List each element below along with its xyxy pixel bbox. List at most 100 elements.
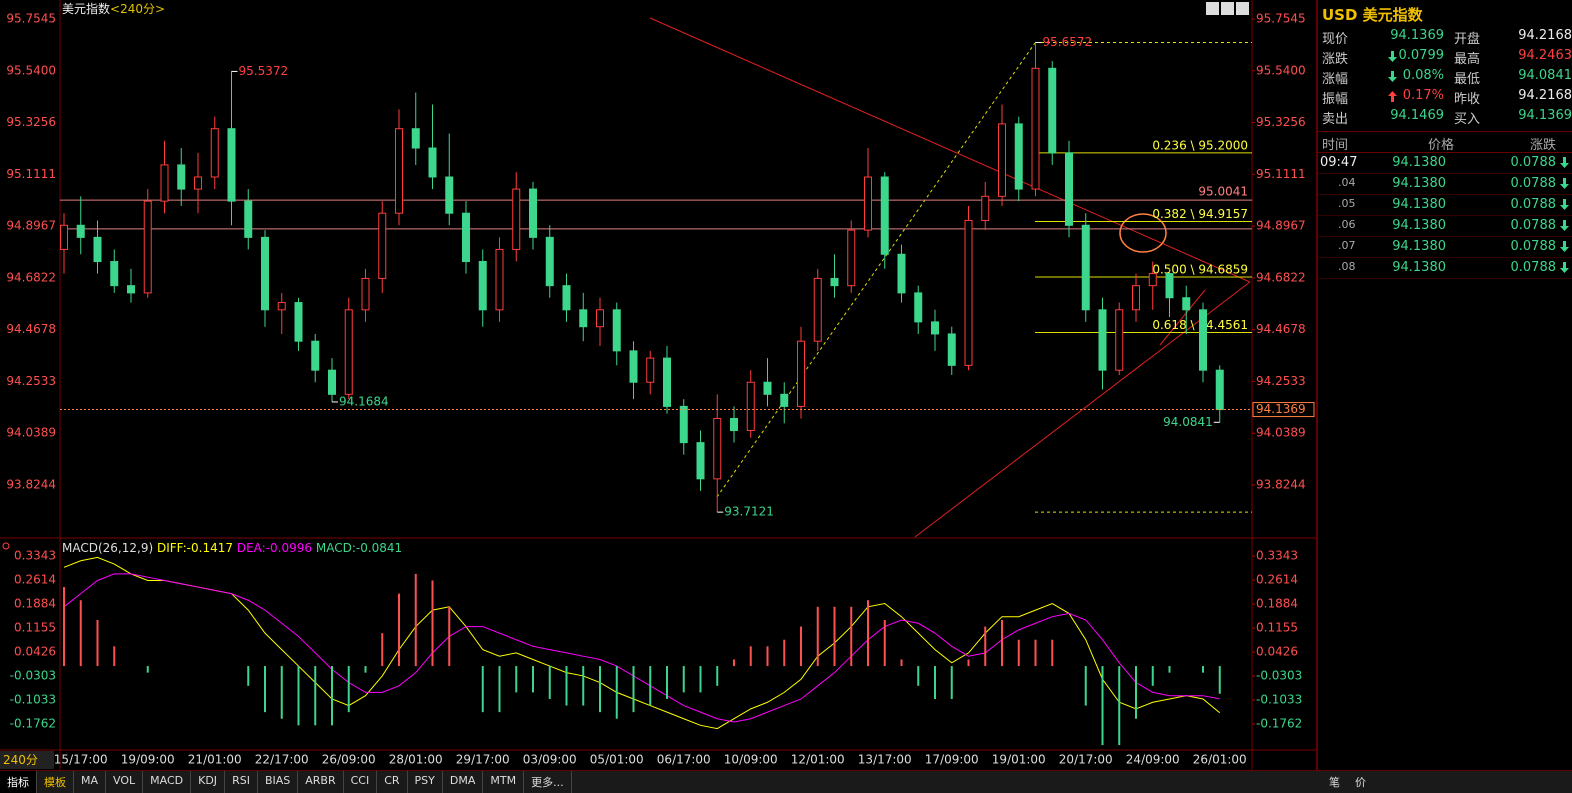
- tick-price: 94.1380: [1392, 197, 1446, 212]
- tick-row: .06 94.1380 0.0788: [1318, 216, 1572, 237]
- indicator-tab[interactable]: ARBR: [298, 771, 344, 793]
- tick-change: 0.0788: [1510, 260, 1557, 275]
- highlight-circle: [1119, 213, 1167, 253]
- y-tick-label: 0.0426: [1256, 645, 1298, 659]
- title: 美元指数: [62, 1, 110, 16]
- quote-row: 现价 94.1369 开盘 94.2168: [1318, 28, 1572, 48]
- candle-body: [1115, 309, 1124, 371]
- quote-value: 94.1369: [1518, 108, 1572, 123]
- macd-line: [63, 556, 1221, 730]
- indicator-tab[interactable]: 模板: [37, 771, 74, 793]
- tick-row: 09:47 94.1380 0.0788: [1318, 153, 1572, 174]
- y-tick-label: 0.1884: [1256, 597, 1298, 611]
- arrow-icon: [1388, 51, 1397, 62]
- candle-body: [797, 340, 805, 407]
- extreme-label: 95.5372: [239, 64, 289, 78]
- candle-body: [763, 381, 772, 395]
- tick-price: 94.1380: [1392, 155, 1446, 170]
- y-tick-label: -0.1762: [1256, 717, 1302, 731]
- indicator-tab[interactable]: KDJ: [191, 771, 226, 793]
- candle-body: [1165, 273, 1174, 299]
- candle-body: [143, 200, 152, 294]
- candle-body: [177, 164, 186, 190]
- panel-tab[interactable]: 价: [1355, 776, 1366, 789]
- tick-header: 时间 价格 涨跌: [1318, 131, 1572, 153]
- y-tick-label: 93.8244: [1256, 478, 1306, 492]
- candle-body: [361, 277, 370, 311]
- tick-change: 0.0788: [1510, 176, 1557, 191]
- candle-body: [1182, 297, 1191, 311]
- y-tick-label: 0.2614: [1256, 573, 1298, 587]
- candle-body: [964, 219, 973, 366]
- indicator-tab[interactable]: BIAS: [258, 771, 299, 793]
- candle-body: [780, 393, 789, 407]
- quote-label: 昨收: [1454, 92, 1481, 107]
- indicator-tab[interactable]: RSI: [225, 771, 258, 793]
- indicator-tab[interactable]: MACD: [143, 771, 192, 793]
- x-tick-label: 06/17:00: [657, 753, 711, 767]
- fib-label: 0.500 \ 94.6859: [1152, 262, 1248, 276]
- indicator-tab[interactable]: 指标: [0, 771, 37, 793]
- y-tick-label: 95.3256: [1256, 115, 1306, 129]
- y-tick-label: 94.8967: [6, 219, 56, 233]
- y-tick-label: 0.1155: [14, 621, 56, 635]
- y-tick-label: 95.7545: [1256, 11, 1306, 25]
- x-tick-label: 19/09:00: [121, 753, 175, 767]
- candle-body: [646, 357, 655, 383]
- y-tick-label: 94.2533: [1256, 374, 1306, 388]
- candle-body: [914, 292, 923, 323]
- candle-body: [1065, 152, 1073, 226]
- legend-text: -0.0996: [266, 541, 312, 555]
- candle-body: [1031, 67, 1040, 190]
- quote-label: 涨跌: [1322, 52, 1349, 67]
- indicator-tab[interactable]: 更多...: [524, 771, 572, 793]
- indicator-tab[interactable]: PSY: [408, 771, 443, 793]
- x-tick-label: 17/09:00: [925, 753, 979, 767]
- x-tick-label: 03/09:00: [523, 753, 577, 767]
- arrow: [1560, 220, 1569, 235]
- candle-body: [746, 381, 755, 432]
- tick-price: 94.1380: [1392, 260, 1446, 275]
- x-tick-label: 19/01:00: [992, 753, 1046, 767]
- quote-value: 94.1369: [1390, 28, 1444, 43]
- y-tick-label: 95.1111: [6, 167, 56, 181]
- indicator-tab[interactable]: MA: [74, 771, 107, 793]
- candle-body: [1132, 285, 1140, 311]
- panel-tab[interactable]: 笔: [1329, 776, 1340, 789]
- arrow: [1560, 178, 1569, 193]
- fib-trend: [716, 42, 1036, 498]
- indicator-tab[interactable]: DMA: [443, 771, 484, 793]
- y-tick-label: 0.1884: [14, 597, 56, 611]
- trend-line: [649, 17, 1251, 283]
- candle-body: [864, 176, 872, 231]
- candle-body: [897, 253, 906, 294]
- period-button[interactable]: 240分: [0, 751, 54, 769]
- candle-body: [76, 224, 85, 238]
- quote-label: 卖出: [1322, 112, 1349, 127]
- candle-body: [1014, 123, 1023, 190]
- candle-body: [277, 302, 286, 311]
- y-tick-label: 0.0426: [14, 645, 56, 659]
- legend-text: DEA:: [237, 541, 266, 555]
- arrow-icon: [1560, 178, 1569, 189]
- candle-body: [462, 212, 470, 263]
- candle-body: [428, 147, 437, 178]
- legend-text: DIFF:: [157, 541, 187, 555]
- toolbar: 指标 模板 MA VOL MACD KDJ RSI BIAS ARBR CCI CR PSY DMA MT…: [0, 770, 1572, 793]
- tick-price: 94.1380: [1392, 176, 1446, 191]
- indicator-tab[interactable]: CCI: [344, 771, 378, 793]
- quote-value: 0.17%: [1402, 88, 1444, 103]
- indicator-tab[interactable]: CR: [377, 771, 408, 793]
- indicator-tab[interactable]: MTM: [483, 771, 525, 793]
- candle-body: [1098, 309, 1107, 371]
- candle-body: [344, 309, 353, 395]
- x-tick-label: 10/09:00: [724, 753, 778, 767]
- indicator-tab[interactable]: VOL: [106, 771, 144, 793]
- legend-text: MACD:: [316, 541, 356, 555]
- arrow: [1560, 157, 1569, 172]
- extreme-label: 94.0841: [1163, 415, 1213, 429]
- candle-body: [411, 128, 420, 149]
- window-buttons[interactable]: [1206, 2, 1249, 15]
- y-tick-label: -0.1033: [10, 693, 56, 707]
